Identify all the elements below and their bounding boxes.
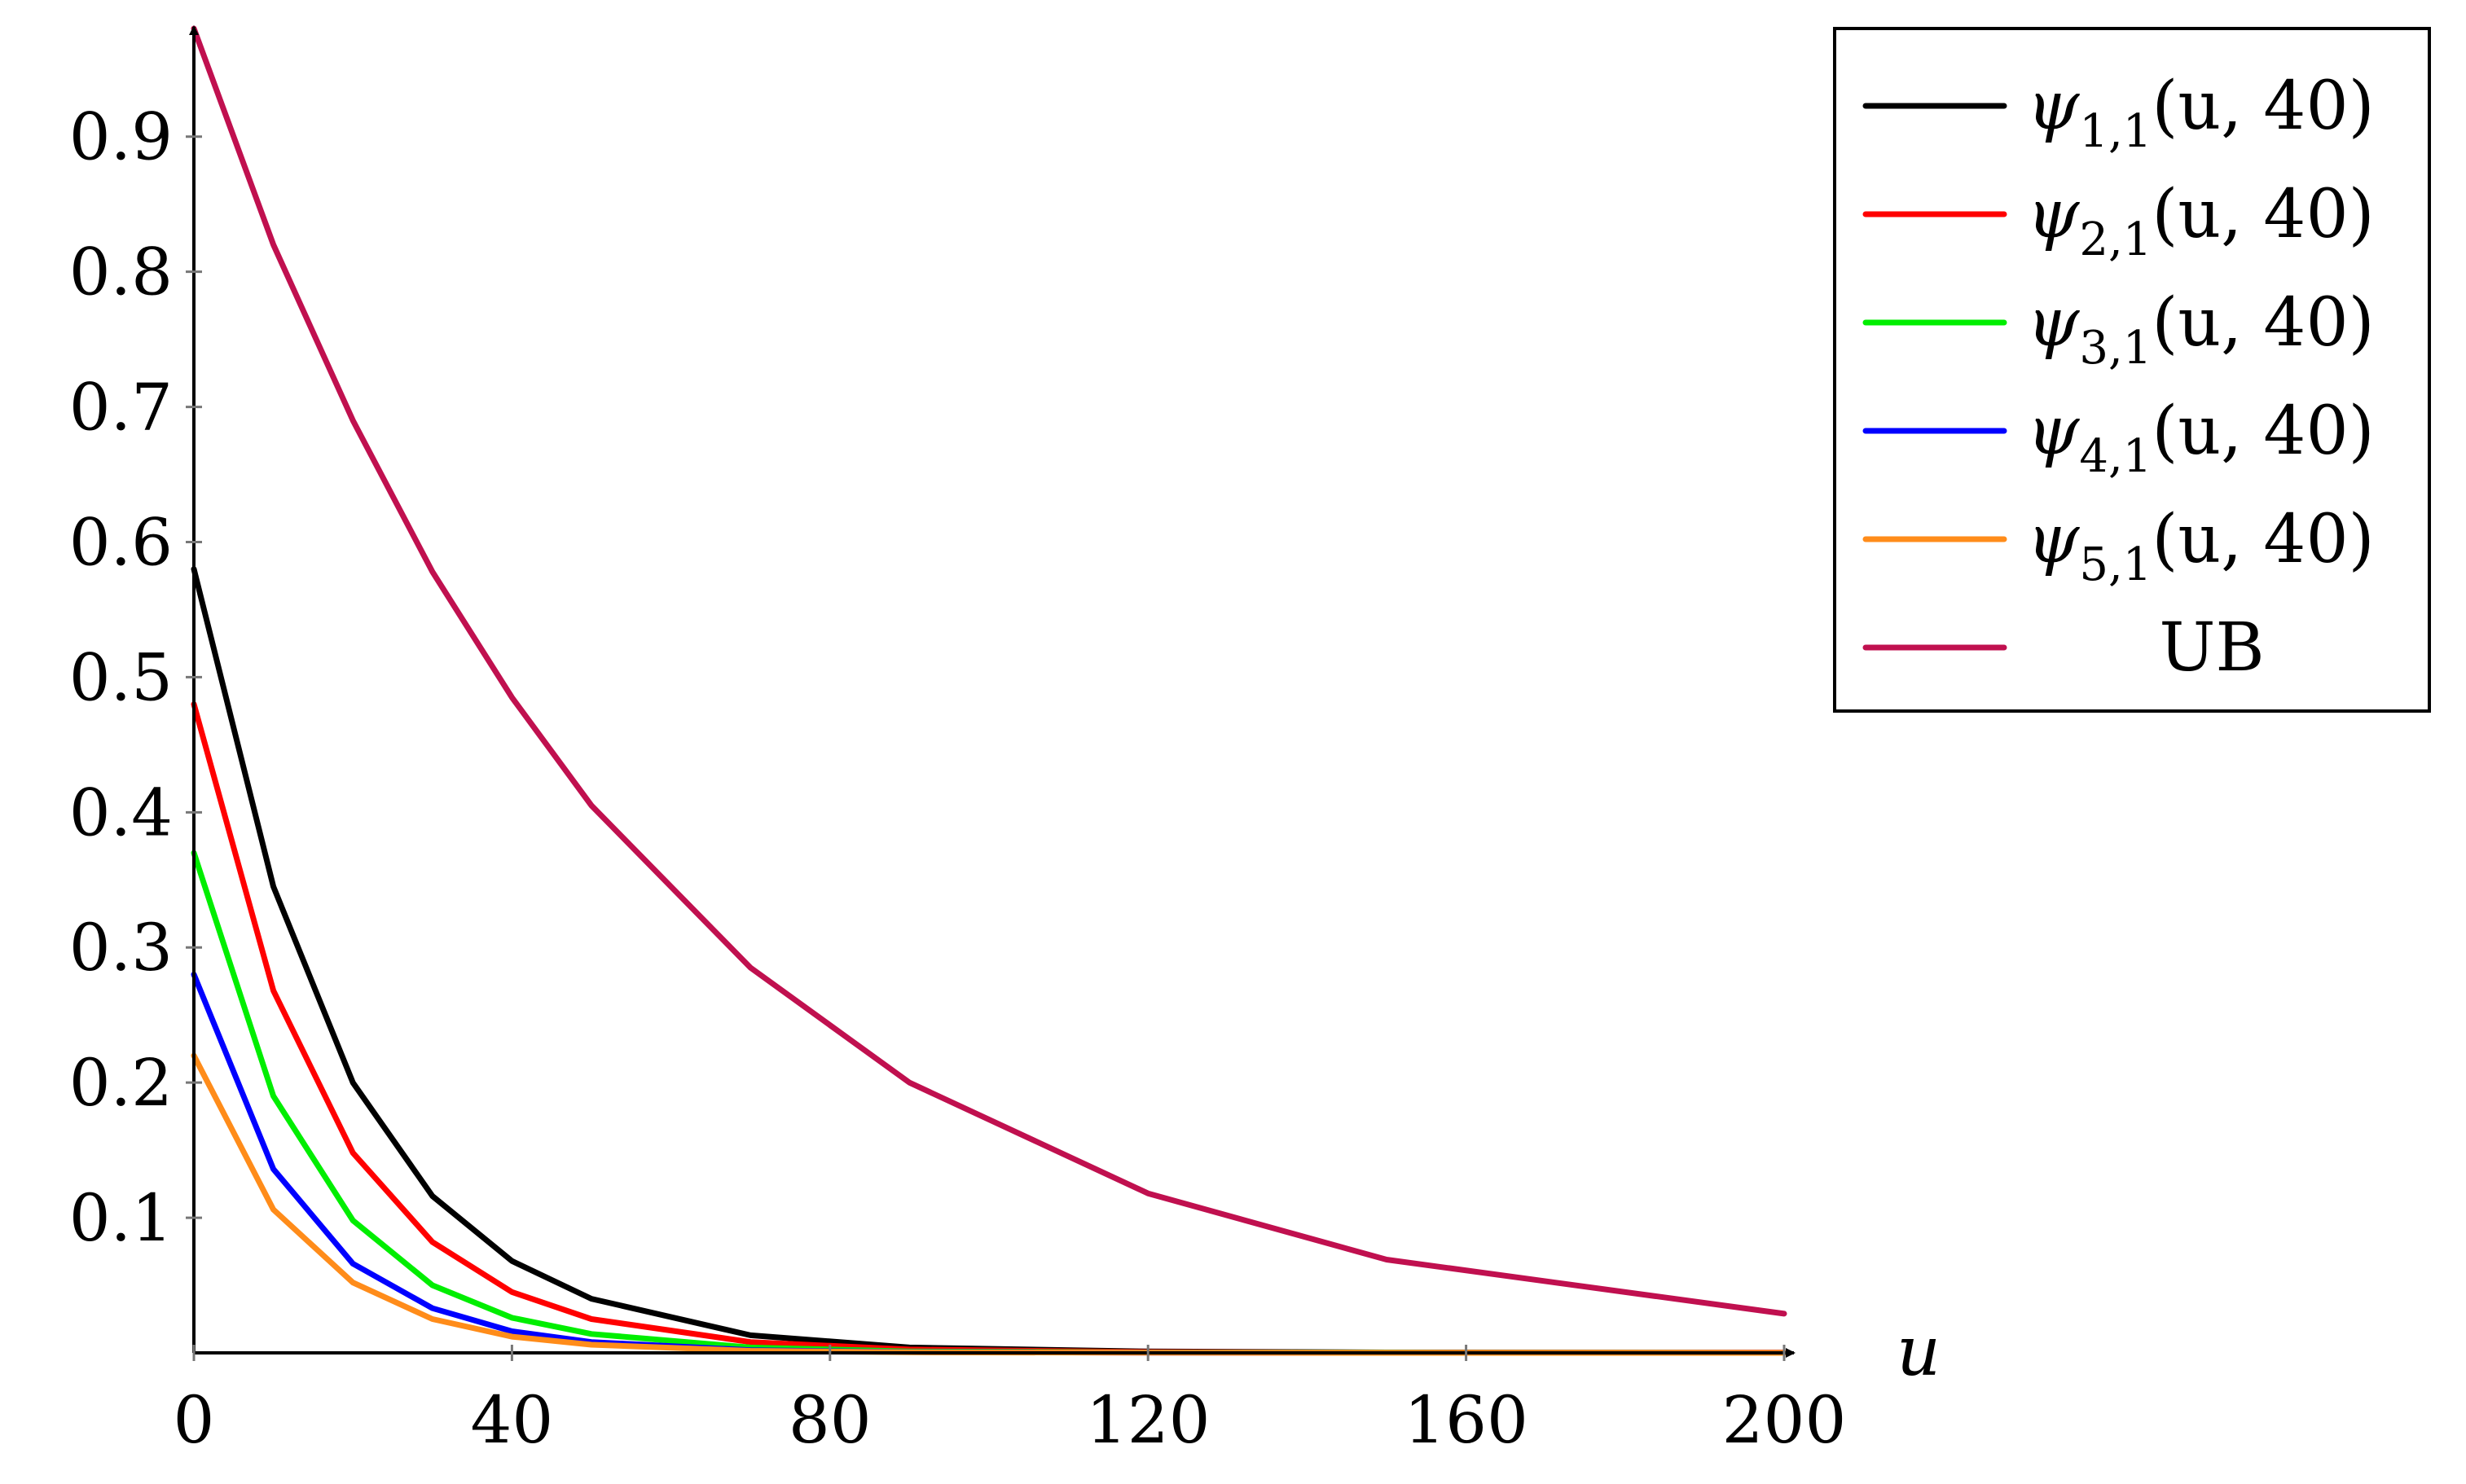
y-tick-label: 0.7: [69, 370, 173, 446]
y-tick-label: 0.5: [69, 639, 173, 715]
x-tick-label: 200: [1722, 1382, 1847, 1458]
x-tick-label: 80: [789, 1382, 872, 1458]
ticks-layer: 0 40 80 120 160 200 0.1 0.2 0.3 0.4 0.5 0.6 0.7 0.8 0.…: [69, 99, 1941, 1458]
series-line-3: [191, 850, 1787, 1356]
series-layer: [191, 25, 1787, 1356]
y-tick-label: 0.1: [69, 1180, 173, 1256]
axes-layer: [189, 25, 1796, 1358]
series-line-2: [191, 701, 1787, 1356]
legend-entry-label: ψ1,1(u, 40): [2027, 68, 2375, 158]
y-tick-label: 0.3: [69, 910, 173, 986]
legend-box: [1833, 27, 2431, 713]
x-tick-label: 120: [1086, 1382, 1211, 1458]
series-line-6: [191, 25, 1787, 1317]
x-tick-label: 160: [1404, 1382, 1528, 1458]
y-tick-label: 0.8: [69, 235, 173, 310]
y-tick-label: 0.6: [69, 504, 173, 580]
legend-entry-label: ψ4,1(u, 40): [2027, 393, 2375, 483]
legend-entry-label: ψ5,1(u, 40): [2027, 501, 2375, 591]
y-tick-label: 0.9: [69, 99, 173, 175]
x-tick-label: 40: [471, 1382, 554, 1458]
legend: ψ1,1(u, 40) ψ2,1(u, 40) ψ3,1(u, 40) ψ4,1(u,…: [1833, 27, 2431, 713]
series-line-1: [191, 566, 1787, 1356]
y-tick-label: 0.4: [69, 775, 173, 850]
legend-entry-label: ψ2,1(u, 40): [2027, 176, 2375, 266]
x-axis-label: u: [1897, 1311, 1941, 1391]
legend-entry-label: UB: [2159, 609, 2264, 687]
x-tick-label: 0: [174, 1382, 215, 1458]
series-line-4: [191, 971, 1787, 1356]
y-tick-label: 0.2: [69, 1045, 173, 1121]
legend-entry-label: ψ3,1(u, 40): [2027, 284, 2375, 375]
